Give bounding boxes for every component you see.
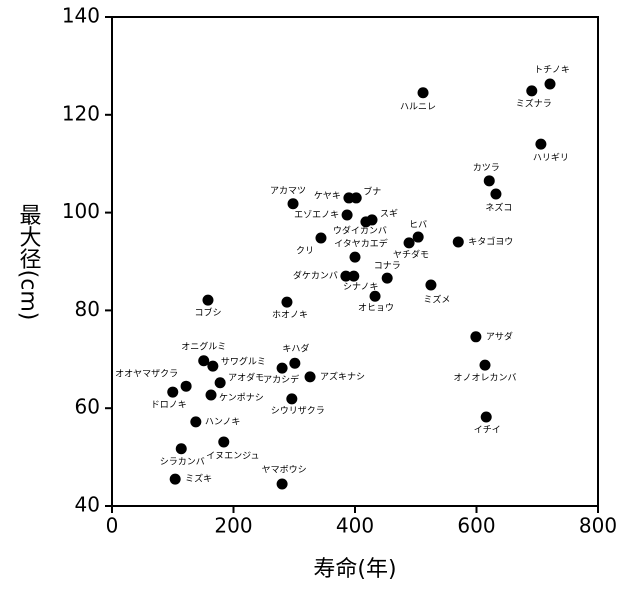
point-label: ヤチダモ (393, 248, 429, 260)
x-tick-label: 600 (457, 514, 495, 538)
y-tick-label: 80 (75, 297, 100, 321)
point-label: コブシ (194, 307, 221, 319)
y-tick-label: 120 (62, 101, 100, 125)
point (403, 237, 415, 249)
point (417, 87, 429, 99)
point-label: アオダモ (228, 371, 264, 383)
point (544, 78, 556, 90)
point-label: ミズキ (185, 473, 212, 485)
point (276, 362, 288, 374)
point-label: シウリザクラ (271, 405, 325, 416)
point-label: ミズナラ (516, 97, 552, 109)
x-tick-label: 400 (336, 514, 374, 538)
point-label: アサダ (486, 330, 513, 342)
point (535, 138, 547, 150)
point (304, 371, 316, 383)
point-label: ブナ (363, 185, 381, 197)
y-tick-label: 100 (62, 199, 100, 223)
point (369, 290, 381, 302)
x-tick-label: 200 (214, 514, 252, 538)
point-label: オヒョウ (358, 303, 394, 314)
point-label: ケンポナシ (219, 392, 264, 403)
point-label: ホオノキ (272, 310, 308, 321)
point-label: ヤマボウシ (262, 464, 307, 475)
point (169, 473, 181, 485)
point (286, 393, 298, 405)
y-axis-title: 最大径(cm) (16, 204, 42, 321)
point (425, 279, 437, 291)
point-label: サワグルミ (221, 356, 266, 368)
point-label: ハンノキ (205, 417, 241, 427)
point (480, 411, 492, 423)
point-label: ダケカンバ (293, 270, 338, 282)
point-label: キハダ (282, 343, 309, 355)
point-label: ミズメ (423, 293, 450, 305)
point (470, 331, 482, 343)
point (526, 85, 538, 97)
point-label: クリ (296, 246, 314, 257)
point-label: ネズコ (485, 202, 512, 214)
point-label: オニグルミ (181, 340, 226, 352)
point-label: イヌエンジュ (206, 451, 259, 461)
point (381, 272, 393, 284)
y-tick-label: 140 (62, 4, 100, 28)
point (315, 232, 327, 244)
point (341, 209, 353, 221)
y-tick-label: 40 (75, 493, 100, 517)
point-label: カツラ (473, 162, 500, 173)
point (276, 478, 288, 490)
point-label: オノオレカンバ (453, 373, 516, 384)
point-label: アカマツ (270, 185, 306, 196)
point-label: シラカンバ (160, 456, 205, 467)
point (289, 357, 301, 369)
point (281, 296, 293, 308)
point-label: キタゴヨウ (468, 235, 513, 247)
point (349, 251, 361, 263)
point (479, 359, 491, 371)
point (412, 231, 424, 243)
point-label: ウダイカンバ (333, 224, 387, 236)
point-label: アカシデ (263, 374, 299, 386)
point (207, 360, 219, 372)
point-label: ドロノキ (151, 401, 187, 411)
x-tick-label: 0 (106, 514, 119, 538)
point-label: シナノキ (343, 282, 379, 293)
y-tick-label: 60 (75, 395, 100, 419)
point-label: ハリギリ (533, 153, 569, 164)
point (202, 294, 214, 306)
point (198, 355, 210, 367)
point (287, 198, 299, 210)
point (175, 443, 187, 455)
x-axis-title: 寿命(年) (313, 557, 396, 582)
point (360, 216, 372, 228)
x-tick-label: 800 (579, 514, 617, 538)
point-label: アズキナシ (320, 370, 365, 382)
point (180, 380, 192, 392)
point-label: ヒバ (409, 220, 427, 231)
point-label: ハルニレ (400, 102, 436, 112)
point (350, 192, 362, 204)
point (167, 386, 179, 398)
point-label: イタヤカエデ (334, 238, 388, 250)
point (340, 270, 352, 282)
point (348, 270, 360, 282)
point-label: イチイ (474, 425, 501, 436)
point (483, 175, 495, 187)
point-label: コナラ (374, 261, 401, 272)
point (190, 416, 202, 428)
point-label: トチノキ (534, 64, 570, 75)
point (205, 389, 217, 401)
point-label: オオヤマザクラ (115, 369, 178, 380)
point-label: スギ (380, 208, 398, 219)
point-label: エゾエノキ (294, 210, 339, 221)
point (452, 236, 464, 248)
point (218, 436, 230, 448)
point-label: ケヤキ (314, 190, 341, 201)
point (214, 377, 226, 389)
point (490, 188, 502, 200)
